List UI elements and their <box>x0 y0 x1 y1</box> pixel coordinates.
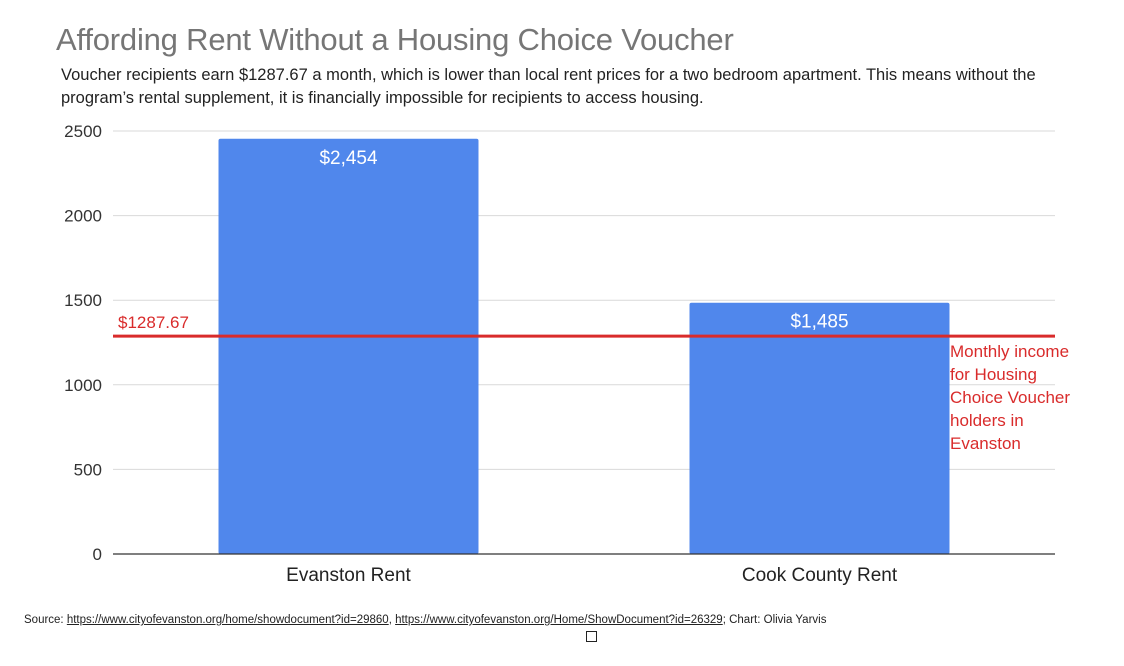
bar <box>218 138 479 554</box>
y-tick-label: 2000 <box>64 207 102 226</box>
reference-line-label: $1287.67 <box>118 313 189 332</box>
source-link-2[interactable]: https://www.cityofevanston.org/Home/Show… <box>395 614 723 626</box>
bar-data-label: $1,485 <box>790 312 848 333</box>
reference-annotation-line: Choice Voucher <box>950 388 1070 407</box>
checkbox-square-icon <box>586 631 597 642</box>
y-tick-label: 1000 <box>64 376 102 395</box>
source-line: Source: https://www.cityofevanston.org/h… <box>24 614 826 626</box>
reference-annotation-line: for Housing <box>950 365 1037 384</box>
source-suffix: ; Chart: Olivia Yarvis <box>722 614 827 626</box>
chart-subtitle: Voucher recipients earn $1287.67 a month… <box>61 66 1036 107</box>
x-category-label: Cook County Rent <box>742 565 898 586</box>
y-tick-label: 500 <box>74 460 102 479</box>
y-tick-label: 2500 <box>64 122 102 141</box>
source-separator: , <box>388 614 396 626</box>
source-prefix: Source: <box>24 614 67 626</box>
source-link-1[interactable]: https://www.cityofevanston.org/home/show… <box>66 614 389 626</box>
x-category-label: Evanston Rent <box>286 565 411 586</box>
bar-data-label: $2,454 <box>319 148 378 169</box>
bar <box>689 302 950 554</box>
reference-annotation-line: Evanston <box>950 434 1021 453</box>
y-tick-label: 1500 <box>64 291 102 310</box>
y-tick-label: 0 <box>93 545 102 564</box>
reference-annotation-line: Monthly income <box>950 342 1069 361</box>
reference-annotation-line: holders in <box>950 411 1024 430</box>
chart-title: Affording Rent Without a Housing Choice … <box>56 22 734 57</box>
